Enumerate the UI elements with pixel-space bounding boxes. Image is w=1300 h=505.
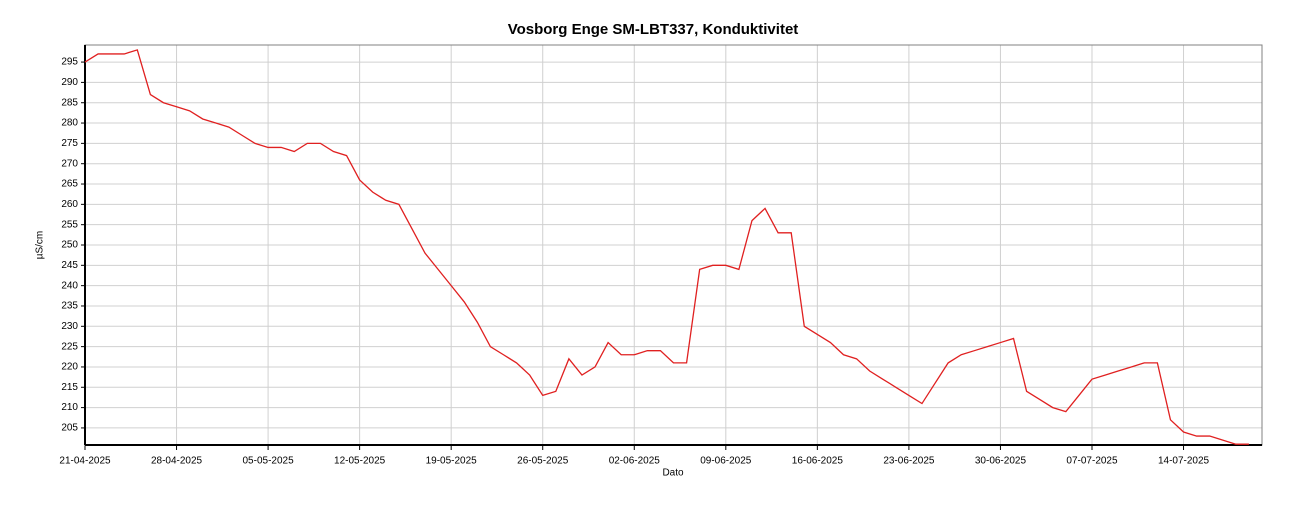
y-tick-label: 270 [61, 158, 78, 169]
y-tick-label: 285 [61, 97, 78, 108]
y-tick-label: 295 [61, 57, 78, 68]
y-tick-label: 245 [61, 260, 78, 271]
x-tick-label: 05-05-2025 [243, 456, 295, 467]
x-tick-label: 19-05-2025 [426, 456, 478, 467]
y-axis-label: µS/cm [35, 231, 46, 260]
x-tick-label: 28-04-2025 [151, 456, 203, 467]
y-tick-label: 225 [61, 341, 78, 352]
x-tick-label: 26-05-2025 [517, 456, 569, 467]
y-tick-label: 280 [61, 118, 78, 129]
data-line [84, 49, 1249, 445]
y-tick-label: 210 [61, 402, 78, 413]
x-tick-label: 21-04-2025 [59, 456, 111, 467]
y-tick-label: 275 [61, 138, 78, 149]
y-tick-label: 260 [61, 199, 78, 210]
x-tick-label: 12-05-2025 [334, 456, 386, 467]
y-tick-label: 220 [61, 362, 78, 373]
x-tick-label: 16-06-2025 [792, 456, 844, 467]
y-tick-label: 215 [61, 382, 78, 393]
y-tick-label: 290 [61, 77, 78, 88]
y-tick-label: 230 [61, 321, 78, 332]
x-tick-label: 07-07-2025 [1066, 456, 1118, 467]
x-axis-label: Dato [662, 468, 684, 479]
x-tick-label: 23-06-2025 [883, 456, 935, 467]
x-tick-label: 14-07-2025 [1158, 456, 1210, 467]
y-tick-label: 240 [61, 280, 78, 291]
y-tick-label: 255 [61, 219, 78, 230]
y-tick-label: 250 [61, 240, 78, 251]
x-tick-label: 09-06-2025 [700, 456, 752, 467]
x-tick-label: 02-06-2025 [609, 456, 661, 467]
y-tick-label: 205 [61, 423, 78, 434]
x-tick-label: 30-06-2025 [975, 456, 1027, 467]
y-tick-label: 265 [61, 179, 78, 190]
y-tick-label: 235 [61, 301, 78, 312]
chart-title: Vosborg Enge SM-LBT337, Konduktivitet [508, 21, 799, 38]
